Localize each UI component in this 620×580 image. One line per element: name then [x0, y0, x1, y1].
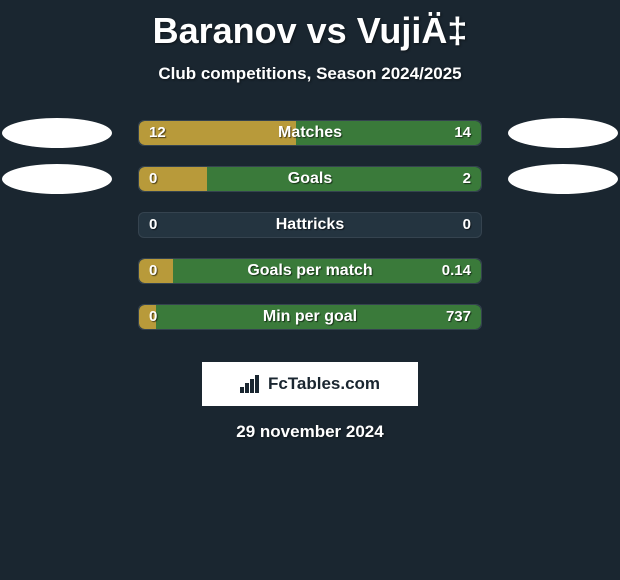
- stats-rows: 12Matches140Goals20Hattricks00Goals per …: [0, 114, 620, 344]
- stat-row: 0Goals per match0.14: [0, 252, 620, 298]
- bar-value-right: 14: [454, 124, 471, 141]
- bar-container: 0Min per goal737: [138, 304, 482, 330]
- bar-value-right: 0: [463, 216, 471, 233]
- left-ellipse: [2, 164, 112, 194]
- right-ellipse: [508, 118, 618, 148]
- stat-row: 12Matches14: [0, 114, 620, 160]
- page-title: Baranov vs VujiÄ‡: [0, 0, 620, 52]
- bar-value-right: 737: [446, 308, 471, 325]
- logo-box: FcTables.com: [202, 362, 418, 406]
- bar-value-right: 0.14: [442, 262, 471, 279]
- bar-container: 0Goals2: [138, 166, 482, 192]
- bar-container: 0Hattricks0: [138, 212, 482, 238]
- right-ellipse: [508, 164, 618, 194]
- bar-label: Min per goal: [139, 308, 481, 326]
- stat-row: 0Min per goal737: [0, 298, 620, 344]
- bar-container: 0Goals per match0.14: [138, 258, 482, 284]
- date-text: 29 november 2024: [0, 422, 620, 442]
- bar-label: Goals: [139, 170, 481, 188]
- bar-label: Hattricks: [139, 216, 481, 234]
- bar-container: 12Matches14: [138, 120, 482, 146]
- logo-chart-icon: [240, 375, 262, 393]
- stat-row: 0Goals2: [0, 160, 620, 206]
- stat-row: 0Hattricks0: [0, 206, 620, 252]
- logo-text: FcTables.com: [268, 374, 380, 394]
- left-ellipse: [2, 118, 112, 148]
- bar-label: Matches: [139, 124, 481, 142]
- subtitle: Club competitions, Season 2024/2025: [0, 64, 620, 84]
- bar-label: Goals per match: [139, 262, 481, 280]
- bar-value-right: 2: [463, 170, 471, 187]
